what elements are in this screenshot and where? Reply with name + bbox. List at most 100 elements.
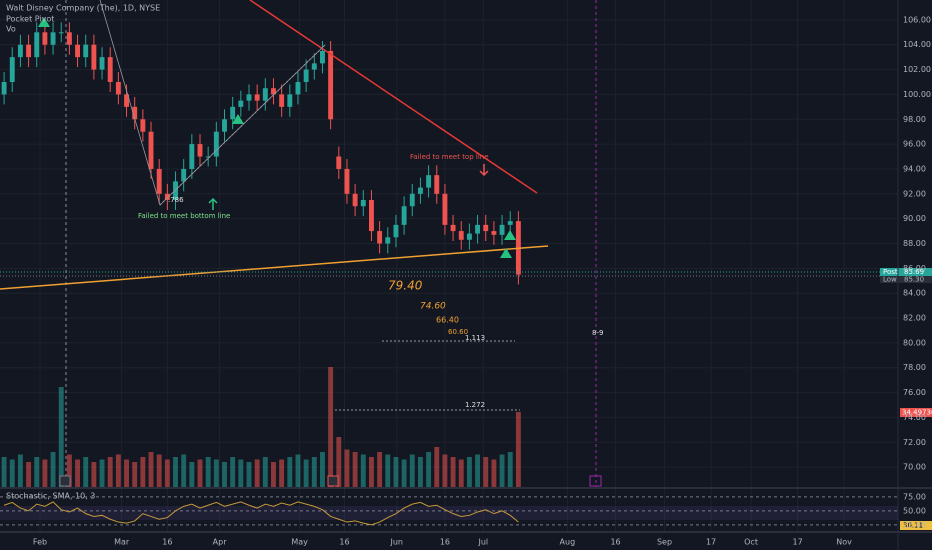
y-tick-label: 80.00 xyxy=(903,338,926,347)
volume-bar xyxy=(42,459,48,487)
x-tick-label: 16 xyxy=(610,538,620,547)
volume-bar xyxy=(295,454,301,487)
candle-body xyxy=(393,224,399,238)
annotation: 66.40 xyxy=(436,316,459,325)
y-tick-label: 82.00 xyxy=(903,314,926,323)
volume-bar xyxy=(426,452,432,487)
candle-body xyxy=(377,231,383,244)
volume-bar xyxy=(344,449,350,487)
volume-bar xyxy=(254,459,260,487)
candle-body xyxy=(401,206,407,225)
x-tick-label: Aug xyxy=(560,538,576,547)
support-line xyxy=(0,245,549,290)
volume-bar xyxy=(491,459,497,487)
candle-body xyxy=(287,94,293,107)
candle-body xyxy=(132,106,138,120)
osc-tick-label: 75.00 xyxy=(903,492,926,501)
y-tick-label: 84.00 xyxy=(903,289,926,298)
volume-bar xyxy=(26,462,32,487)
volume-bar xyxy=(115,454,121,487)
y-tick-label: 72.00 xyxy=(903,438,926,447)
annotation: 60.60 xyxy=(448,328,468,336)
candle-body xyxy=(83,44,89,58)
volume-bar xyxy=(262,457,268,487)
candle-body xyxy=(303,69,309,82)
x-tick-label: May xyxy=(291,538,308,547)
candle-body xyxy=(156,168,162,194)
volume-bar xyxy=(368,457,374,487)
y-tick-label: 86.00 xyxy=(903,264,926,273)
x-tick-label: 17 xyxy=(706,538,716,547)
volume-bar xyxy=(458,459,464,487)
candle-body xyxy=(352,193,358,207)
x-tick-label: 17 xyxy=(792,538,802,547)
volume-bar xyxy=(58,387,64,487)
volume-bar xyxy=(34,457,40,487)
candle-body xyxy=(262,88,268,101)
arrow-up xyxy=(208,197,218,210)
resistance-line xyxy=(249,0,538,194)
volume-bar xyxy=(450,457,456,487)
y-tick-label: 100.00 xyxy=(903,90,931,99)
candle-body xyxy=(385,237,391,244)
annotation: 74.60 xyxy=(420,302,446,312)
volume-bar xyxy=(271,462,276,487)
volume-bar xyxy=(164,459,170,487)
candle-body xyxy=(344,168,350,194)
volume-bar xyxy=(83,457,89,487)
volume-tag-value: 34.49736 xyxy=(902,409,932,417)
candle-body xyxy=(434,175,440,194)
x-tick-label: Jul xyxy=(477,538,488,547)
y-tick-label: 94.00 xyxy=(903,164,926,173)
volume-bar xyxy=(75,459,81,487)
price-tag xyxy=(880,276,932,283)
volume-bar xyxy=(132,462,138,487)
grid xyxy=(0,0,898,532)
volume-bar xyxy=(140,457,146,487)
volume-tag xyxy=(900,408,932,417)
candle-body xyxy=(442,193,448,225)
candle-body xyxy=(483,224,489,232)
candle-body xyxy=(475,224,481,234)
candle-body xyxy=(417,187,423,194)
volume-bar xyxy=(9,459,15,487)
volume-bar xyxy=(156,454,162,487)
y-tick-label: 96.00 xyxy=(903,140,926,149)
overlay: 70.00 72.00 74.00 76.00 78.00 80.00 82.00 84.00… xyxy=(3,15,931,547)
volume-bar xyxy=(222,462,227,487)
candle-body xyxy=(311,63,317,70)
candle-body xyxy=(124,94,129,107)
event-marker xyxy=(327,475,339,487)
volume-bar xyxy=(336,437,342,487)
y-tick-label: 76.00 xyxy=(903,388,926,397)
candle-layer xyxy=(1,22,521,285)
volume-bar xyxy=(238,459,244,487)
candle-body xyxy=(368,200,374,232)
annotation: 79.40 xyxy=(388,279,423,293)
arrow-down xyxy=(479,164,489,177)
candle-body xyxy=(26,44,32,58)
osc-title: Stochastic, SMA, 10, 3 xyxy=(6,492,95,501)
volume-bar xyxy=(515,412,521,487)
volume-bar xyxy=(328,367,334,487)
annotation: 1.113 xyxy=(465,334,485,342)
osc-tick-label: 50.00 xyxy=(903,506,926,515)
candle-body xyxy=(499,224,505,235)
volume-bar xyxy=(507,452,513,487)
osc-tick-label: 25.00 xyxy=(903,520,926,529)
candle-body xyxy=(360,200,366,207)
y-tick-label: 74.00 xyxy=(903,413,926,422)
volume-bar xyxy=(393,457,399,487)
signal-up xyxy=(232,114,244,124)
event-marker xyxy=(59,475,71,487)
volume-bar xyxy=(311,457,317,487)
candle-body xyxy=(336,156,342,169)
volume-bar xyxy=(466,457,472,487)
candle-body xyxy=(42,32,48,45)
indicator-label: Pocket Pivot xyxy=(6,15,54,24)
candle-body xyxy=(91,44,97,70)
event-marker xyxy=(589,475,602,487)
volume-bar xyxy=(434,447,440,487)
y-tick-label: 92.00 xyxy=(903,189,926,198)
volume-layer xyxy=(1,367,521,487)
